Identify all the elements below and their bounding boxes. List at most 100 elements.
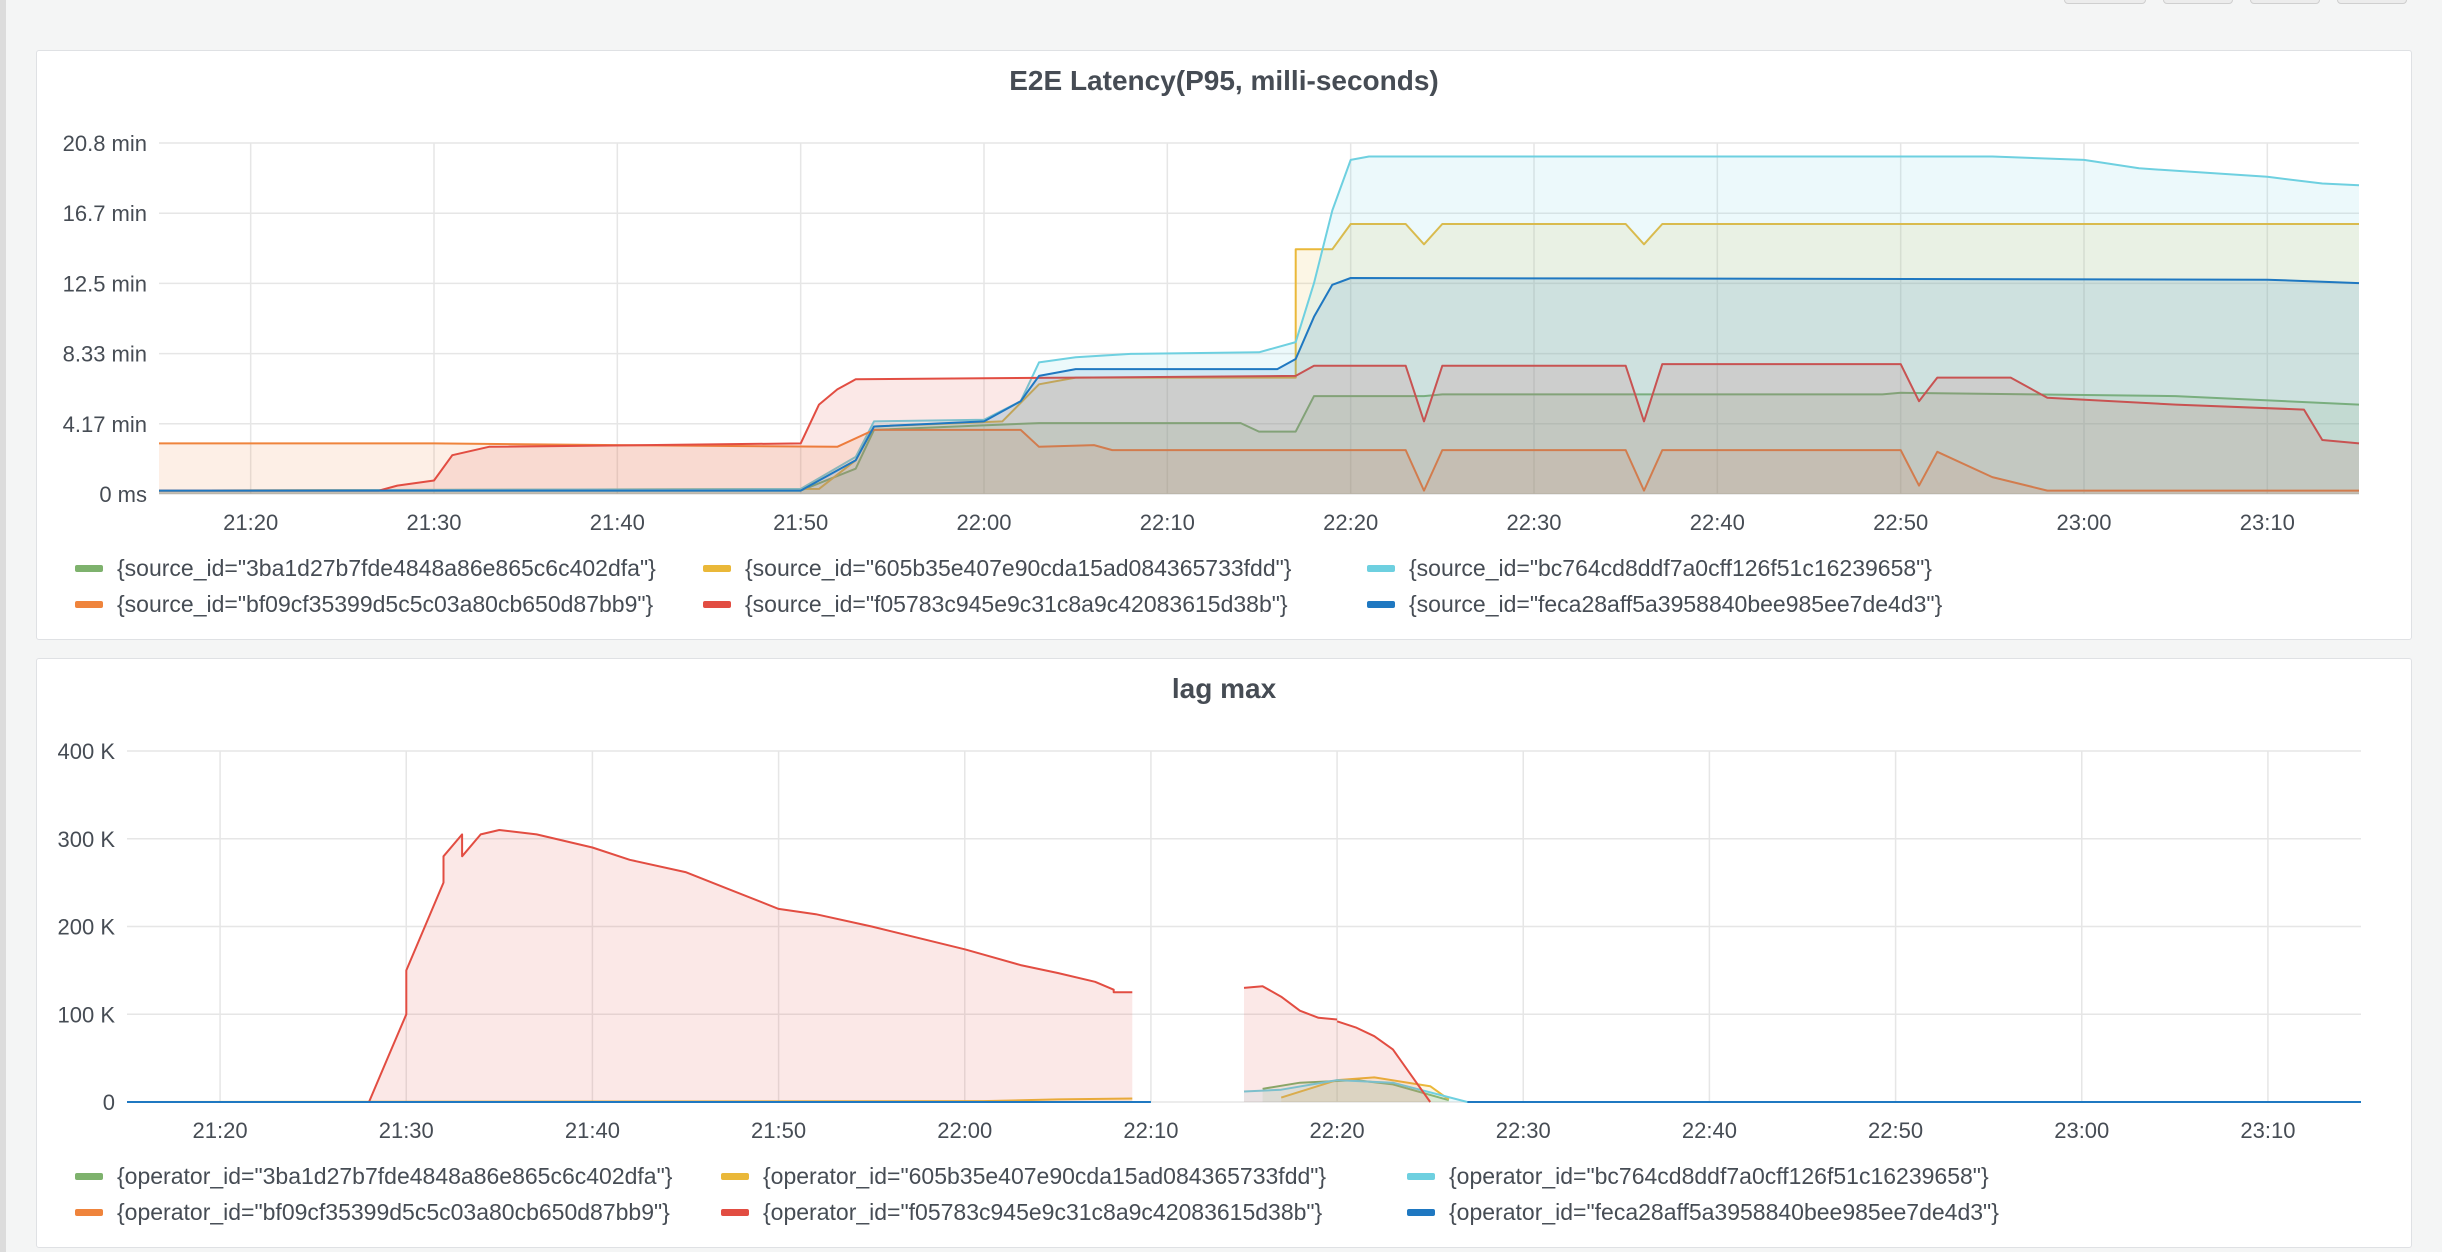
series-area: [1281, 1077, 1449, 1102]
x-tick-label: 23:10: [2240, 510, 2295, 535]
legend-swatch: [703, 565, 731, 572]
x-tick-label: 22:10: [1140, 510, 1195, 535]
x-tick-label: 22:00: [937, 1118, 992, 1143]
x-tick-label: 23:00: [2054, 1118, 2109, 1143]
series-area: [1337, 1021, 1431, 1102]
legend-swatch: [1367, 565, 1395, 572]
series-area: [369, 830, 1133, 1102]
toolbar-button[interactable]: [2337, 0, 2407, 4]
legend-swatch: [1407, 1173, 1435, 1180]
series-line: [1280, 1076, 1450, 1101]
series-line: [1336, 1020, 1432, 1103]
legend-swatch: [75, 1209, 103, 1216]
lag-chart: 0 100 K 200 K 300 K 400 K 21:20 21:30 21:40 21:5…: [58, 739, 2361, 1143]
legend-swatch: [721, 1209, 749, 1216]
series-line: [159, 428, 2359, 492]
legend-item[interactable]: {operator_id="f05783c945e9c31c8a9c420836…: [721, 1199, 1322, 1226]
y-tick-label: 100 K: [58, 1002, 116, 1027]
legend-label: {source_id="f05783c945e9c31c8a9c42083615…: [745, 591, 1288, 617]
series-line: [159, 363, 2360, 492]
legend-item[interactable]: {source_id="f05783c945e9c31c8a9c42083615…: [703, 591, 1288, 618]
series-line: [368, 829, 1133, 1103]
y-tick-label: 300 K: [58, 827, 116, 852]
window-left-edge: [0, 0, 6, 1252]
y-tick-label: 0: [103, 1090, 115, 1115]
legend-swatch: [1367, 601, 1395, 608]
legend-item[interactable]: {source_id="3ba1d27b7fde4848a86e865c6c40…: [75, 555, 656, 582]
legend-item[interactable]: {source_id="bc764cd8ddf7a0cff126f51c1623…: [1367, 555, 1932, 582]
legend-swatch: [703, 601, 731, 608]
x-tick-label: 22:40: [1682, 1118, 1737, 1143]
legend-item[interactable]: {operator_id="bc764cd8ddf7a0cff126f51c16…: [1407, 1163, 1989, 1190]
x-tick-label: 21:40: [590, 510, 645, 535]
legend-label: {operator_id="3ba1d27b7fde4848a86e865c6c…: [117, 1163, 673, 1189]
x-tick-label: 22:50: [1873, 510, 1928, 535]
legend-label: {operator_id="f05783c945e9c31c8a9c420836…: [763, 1199, 1323, 1225]
legend-item[interactable]: {source_id="feca28aff5a3958840bee985ee7d…: [1367, 591, 1942, 618]
legend-label: {operator_id="bf09cf35399d5c5c03a80cb650…: [117, 1199, 670, 1225]
y-tick-label: 20.8 min: [63, 131, 147, 156]
legend-label: {source_id="bf09cf35399d5c5c03a80cb650d8…: [117, 591, 654, 617]
y-tick-label: 400 K: [58, 739, 116, 764]
x-tick-label: 21:50: [773, 510, 828, 535]
series-line: [1243, 985, 1338, 1021]
x-tick-label: 21:40: [565, 1118, 620, 1143]
y-tick-label: 16.7 min: [63, 201, 147, 226]
legend-item[interactable]: {operator_id="605b35e407e90cda15ad084365…: [721, 1163, 1326, 1190]
x-tick-label: 21:30: [379, 1118, 434, 1143]
legend-item[interactable]: {source_id="605b35e407e90cda15ad08436573…: [703, 555, 1292, 582]
series-line: [159, 277, 2360, 492]
series-area: [159, 278, 2359, 494]
x-tick-label: 23:00: [2056, 510, 2111, 535]
legend-item[interactable]: {operator_id="feca28aff5a3958840bee985ee…: [1407, 1199, 1999, 1226]
series-area: [159, 156, 2359, 494]
toolbar-button[interactable]: [2163, 0, 2233, 4]
y-tick-label: 4.17 min: [63, 412, 147, 437]
legend-swatch: [721, 1173, 749, 1180]
x-tick-label: 22:00: [956, 510, 1011, 535]
legend-label: {operator_id="605b35e407e90cda15ad084365…: [763, 1163, 1327, 1189]
y-tick-label: 12.5 min: [63, 271, 147, 296]
x-tick-label: 21:20: [193, 1118, 248, 1143]
x-tick-label: 22:30: [1496, 1118, 1551, 1143]
legend-label: {source_id="bc764cd8ddf7a0cff126f51c1623…: [1409, 555, 1932, 581]
legend-swatch: [75, 1173, 103, 1180]
lag-panel: lag max 0 100 K 200 K 300 K 400 K 21:20 21:30 2…: [36, 658, 2412, 1248]
legend-label: {operator_id="bc764cd8ddf7a0cff126f51c16…: [1449, 1163, 1989, 1189]
panel-title: E2E Latency(P95, milli-seconds): [1009, 65, 1439, 96]
x-tick-label: 23:10: [2240, 1118, 2295, 1143]
toolbar-button[interactable]: [2250, 0, 2320, 4]
latency-chart: 0 ms 4.17 min 8.33 min 12.5 min 16.7 min 20.8…: [63, 131, 2360, 535]
latency-panel: E2E Latency(P95, milli-seconds) 0 ms 4.17…: [36, 50, 2412, 640]
y-tick-label: 0 ms: [99, 482, 147, 507]
legend-label: {source_id="605b35e407e90cda15ad08436573…: [745, 555, 1292, 581]
legend-item[interactable]: {operator_id="bf09cf35399d5c5c03a80cb650…: [75, 1199, 670, 1226]
series-area: [159, 224, 2359, 494]
series-area: [159, 392, 2359, 494]
series-area: [159, 364, 2359, 494]
x-tick-label: 22:10: [1123, 1118, 1178, 1143]
legend-swatch: [75, 565, 103, 572]
series-line: [158, 155, 2360, 492]
legend-label: {operator_id="feca28aff5a3958840bee985ee…: [1449, 1199, 1999, 1225]
legend-label: {source_id="feca28aff5a3958840bee985ee7d…: [1409, 591, 1943, 617]
legend-label: {source_id="3ba1d27b7fde4848a86e865c6c40…: [117, 555, 656, 581]
x-tick-label: 22:50: [1868, 1118, 1923, 1143]
y-tick-label: 8.33 min: [63, 342, 147, 367]
x-tick-label: 21:20: [223, 510, 278, 535]
series-line: [159, 391, 2360, 492]
legend-swatch: [75, 601, 103, 608]
x-tick-label: 22:30: [1506, 510, 1561, 535]
x-tick-label: 21:50: [751, 1118, 806, 1143]
y-tick-label: 200 K: [58, 915, 116, 940]
x-tick-label: 21:30: [406, 510, 461, 535]
panel-title: lag max: [1171, 673, 1277, 704]
x-tick-label: 22:20: [1310, 1118, 1365, 1143]
x-tick-label: 22:40: [1690, 510, 1745, 535]
series-area: [1244, 1080, 2361, 1102]
legend-item[interactable]: {source_id="bf09cf35399d5c5c03a80cb650d8…: [75, 591, 653, 618]
legend-item[interactable]: {operator_id="3ba1d27b7fde4848a86e865c6c…: [75, 1163, 672, 1190]
toolbar-button[interactable]: [2064, 0, 2146, 4]
legend-swatch: [1407, 1209, 1435, 1216]
x-tick-label: 22:20: [1323, 510, 1378, 535]
